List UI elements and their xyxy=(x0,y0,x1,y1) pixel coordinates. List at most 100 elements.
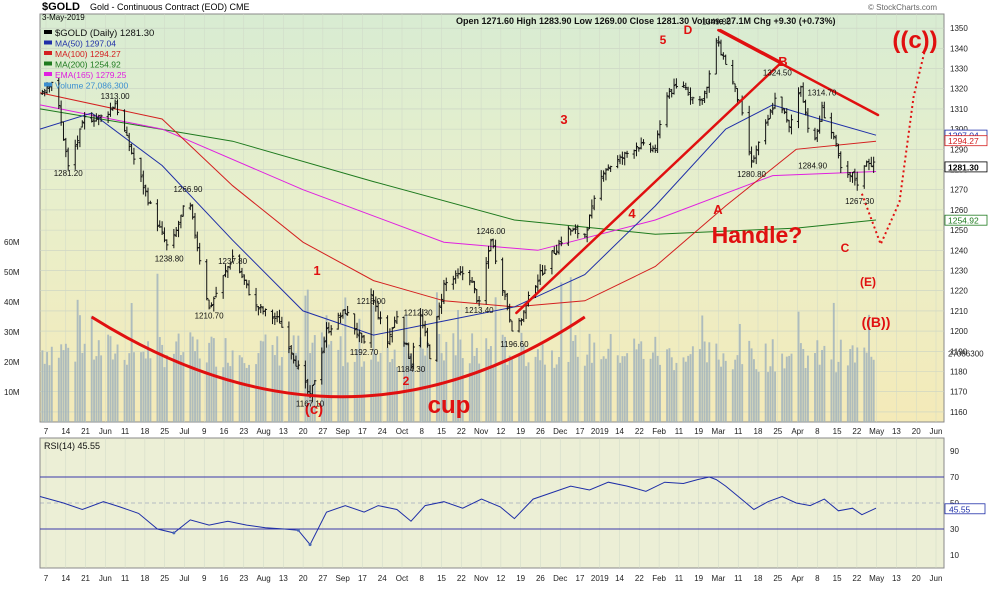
volume-bar xyxy=(259,340,262,422)
annotation-label: D xyxy=(684,23,693,37)
annotation-label: ((B)) xyxy=(862,314,891,330)
x-axis-tick: 8 xyxy=(420,427,425,436)
volume-bar xyxy=(363,361,366,422)
volume-axis-tick: 40M xyxy=(4,298,20,307)
volume-bar xyxy=(783,368,786,422)
x-axis-tick: 19 xyxy=(694,427,703,436)
rsi-x-axis-tick: 22 xyxy=(457,574,466,583)
rsi-axis-tick: 70 xyxy=(950,473,959,482)
volume-bar xyxy=(210,336,213,422)
volume-bar xyxy=(163,367,166,422)
price-axis-tick: 1330 xyxy=(950,65,968,74)
rsi-x-axis-tick: Dec xyxy=(553,574,567,583)
volume-bar xyxy=(111,359,114,422)
volume-bar xyxy=(518,355,521,422)
volume-bar xyxy=(172,353,175,422)
volume-bar xyxy=(457,309,459,422)
volume-bar xyxy=(593,342,596,422)
x-axis-tick: 19 xyxy=(516,427,525,436)
volume-bar xyxy=(520,332,523,422)
volume-bar xyxy=(701,315,704,422)
volume-bar xyxy=(337,349,340,422)
volume-bar xyxy=(673,370,676,422)
volume-bar xyxy=(179,355,182,422)
volume-bar xyxy=(342,366,344,422)
last-value-box xyxy=(944,214,988,226)
price-value-label: 1213.40 xyxy=(465,306,494,315)
volume-bar xyxy=(654,336,657,422)
volume-bar xyxy=(865,352,868,422)
rsi-title: RSI(14) 45.55 xyxy=(44,441,100,451)
volume-bar xyxy=(212,338,215,422)
volume-bar xyxy=(637,343,640,422)
volume-bar xyxy=(708,342,711,422)
volume-bar xyxy=(241,357,243,422)
legend-swatch xyxy=(44,30,52,34)
volume-bar xyxy=(583,365,586,422)
volume-bar xyxy=(609,334,612,422)
x-axis-tick: 12 xyxy=(496,427,505,436)
volume-bar xyxy=(459,339,462,422)
price-axis-tick: 1220 xyxy=(950,287,968,296)
x-axis-tick: May xyxy=(869,427,884,436)
volume-bar xyxy=(508,355,511,422)
volume-bar xyxy=(149,358,152,422)
annotation-label: A xyxy=(713,202,723,217)
volume-bar xyxy=(271,344,274,422)
volume-bar xyxy=(504,336,506,422)
rsi-x-axis-tick: 13 xyxy=(892,574,901,583)
rsi-x-axis-tick: 25 xyxy=(773,574,782,583)
volume-bar xyxy=(306,289,309,422)
volume-bar xyxy=(426,341,429,422)
rsi-x-axis-tick: 25 xyxy=(160,574,169,583)
volume-bar xyxy=(670,357,673,422)
rsi-x-axis-tick: 22 xyxy=(635,574,644,583)
volume-bar xyxy=(806,355,809,422)
price-axis-tick: 1350 xyxy=(950,24,968,33)
ohlc-readout: Open 1271.60 High 1283.90 Low 1269.00 Cl… xyxy=(456,16,836,26)
rsi-x-axis-tick: 11 xyxy=(675,574,684,583)
x-axis-tick: Oct xyxy=(396,427,409,436)
volume-bar xyxy=(802,348,805,422)
volume-bar xyxy=(358,318,361,422)
annotation-label: 5 xyxy=(660,33,667,47)
volume-bar xyxy=(67,347,70,422)
volume-bar xyxy=(689,354,692,422)
volume-bar xyxy=(522,345,525,422)
volume-bar xyxy=(473,355,476,422)
volume-bar xyxy=(330,340,333,422)
volume-bar xyxy=(189,332,192,422)
volume-axis-tick: 20M xyxy=(4,358,20,367)
volume-bar xyxy=(123,359,126,422)
rsi-x-axis-tick: 8 xyxy=(420,574,425,583)
volume-bar xyxy=(194,351,196,422)
volume-bar xyxy=(79,315,81,422)
price-value-label: 1280.80 xyxy=(737,170,766,179)
x-axis-tick: 11 xyxy=(121,427,130,436)
volume-bar xyxy=(165,355,168,422)
rsi-axis-tick: 10 xyxy=(950,551,959,560)
volume-bar xyxy=(734,359,737,422)
price-value-label: 1349.80 xyxy=(702,18,731,27)
legend-entry: MA(200) 1254.92 xyxy=(55,60,121,70)
volume-bar xyxy=(175,341,178,422)
volume-bar xyxy=(748,340,751,422)
volume-bar xyxy=(741,364,744,422)
chart-date: 3-May-2019 xyxy=(42,13,85,22)
volume-bar xyxy=(280,357,283,422)
x-axis-tick: 7 xyxy=(44,427,49,436)
rsi-x-axis-tick: 9 xyxy=(202,574,207,583)
x-axis-tick: 23 xyxy=(239,427,248,436)
x-axis-tick: Feb xyxy=(652,427,666,436)
volume-bar xyxy=(478,363,481,422)
volume-bar xyxy=(323,338,326,422)
volume-bar xyxy=(403,341,405,422)
volume-bar xyxy=(602,356,605,422)
x-axis-tick: Apr xyxy=(791,427,804,436)
volume-bar xyxy=(832,302,835,422)
x-axis-tick: 27 xyxy=(318,427,327,436)
rsi-x-axis-tick: Mar xyxy=(712,574,726,583)
volume-bar xyxy=(835,372,838,422)
